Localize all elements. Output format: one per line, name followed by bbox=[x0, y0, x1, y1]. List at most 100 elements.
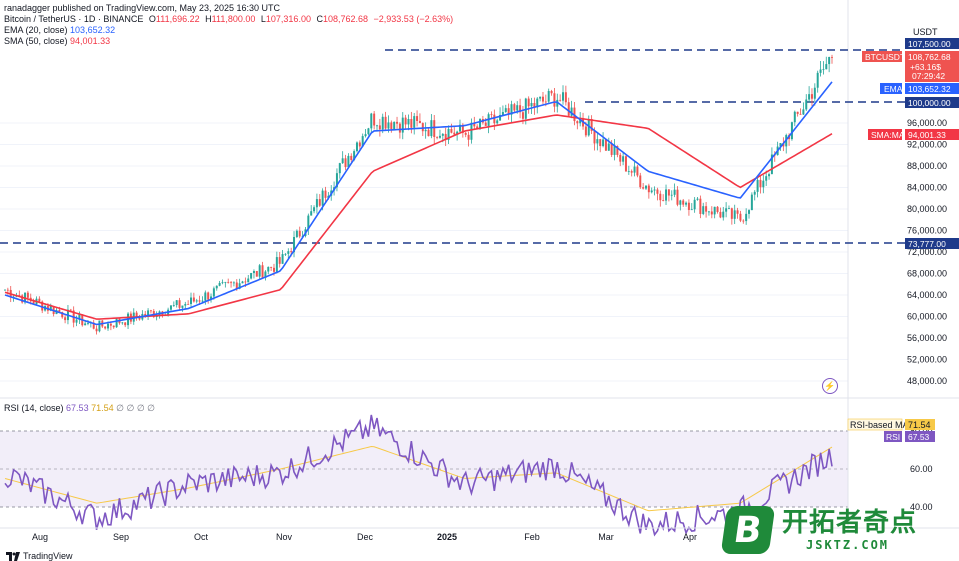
candle-body bbox=[84, 323, 87, 326]
level-73k-tag[interactable]: 73,777.00 bbox=[905, 238, 959, 249]
price-tick-label: 80,000.00 bbox=[907, 204, 947, 214]
candle-body bbox=[147, 310, 150, 316]
candle-body bbox=[647, 185, 650, 193]
candle-body bbox=[750, 194, 753, 211]
candle-body bbox=[727, 208, 730, 210]
candle-body bbox=[21, 295, 24, 303]
ema-price-tag[interactable]: EMA 103,652.32 bbox=[880, 83, 959, 94]
candle-body bbox=[69, 309, 72, 311]
candle-body bbox=[584, 126, 587, 136]
candle-body bbox=[378, 125, 381, 130]
candle-body bbox=[190, 297, 193, 305]
ohlc-line: Bitcoin / TetherUS · 1D · BINANCE O111,6… bbox=[4, 14, 453, 25]
candle-body bbox=[436, 136, 439, 138]
candle-body bbox=[756, 179, 759, 192]
price-tick-label: 92,000.00 bbox=[907, 140, 947, 150]
candle-body bbox=[513, 104, 516, 111]
candle-body bbox=[579, 119, 582, 124]
candle-body bbox=[461, 124, 464, 133]
candle-body bbox=[381, 116, 384, 130]
candle-body bbox=[384, 116, 387, 129]
candle-body bbox=[547, 90, 550, 102]
lightning-icon[interactable]: ⚡ bbox=[822, 378, 838, 394]
site-watermark: B 开拓者奇点 JSKTZ.COM bbox=[720, 502, 956, 558]
currency-label[interactable]: USDT bbox=[913, 27, 938, 37]
sma-price-tag[interactable]: SMA:MA 94,001.33 bbox=[868, 129, 959, 140]
rsi-tick-label: 60.00 bbox=[910, 464, 933, 474]
rsi-legend[interactable]: RSI (14, close) 67.53 71.54 ∅ ∅ ∅ ∅ bbox=[4, 403, 155, 414]
candle-body bbox=[562, 92, 565, 101]
candle-body bbox=[144, 313, 147, 316]
candle-body bbox=[536, 98, 539, 108]
candle-body bbox=[501, 112, 504, 115]
symbol-name[interactable]: Bitcoin / TetherUS · 1D · BINANCE bbox=[4, 14, 144, 24]
candle-body bbox=[685, 202, 688, 205]
candle-body bbox=[210, 296, 213, 300]
change-value: −2,933.53 (−2.63%) bbox=[373, 14, 454, 24]
candle-body bbox=[470, 122, 473, 140]
candle-body bbox=[828, 56, 831, 65]
candle-body bbox=[318, 199, 321, 206]
ema-legend[interactable]: EMA (20, close) 103,652.32 bbox=[4, 25, 453, 36]
candle-body bbox=[713, 206, 716, 215]
candle-body bbox=[516, 105, 519, 111]
candle-body bbox=[473, 122, 476, 127]
price-tick-label: 56,000.00 bbox=[907, 333, 947, 343]
top-level-tag[interactable]: 107,500.00 bbox=[905, 38, 959, 49]
candle-body bbox=[533, 103, 536, 108]
candle-body bbox=[467, 134, 470, 140]
candle-body bbox=[347, 155, 350, 168]
candle-body bbox=[450, 128, 453, 133]
last-price-tag[interactable]: BTCUSDT 108,762.68 +63.16$ 07:29:42 bbox=[862, 51, 959, 82]
candle-body bbox=[627, 171, 630, 172]
candle-body bbox=[396, 121, 399, 124]
candle-body bbox=[124, 322, 127, 326]
candle-body bbox=[699, 198, 702, 214]
candle-body bbox=[702, 206, 705, 214]
candle-body bbox=[793, 111, 796, 123]
candle-body bbox=[38, 298, 41, 302]
last-price-symbol: BTCUSDT bbox=[865, 52, 905, 62]
candle-body bbox=[121, 322, 124, 324]
open-value: 111,696.22 bbox=[155, 14, 200, 24]
ema-20-line[interactable] bbox=[4, 81, 833, 326]
level-100k-tag[interactable]: 100,000.00 bbox=[905, 97, 959, 108]
time-tick-label: Oct bbox=[194, 532, 209, 542]
candle-body bbox=[407, 119, 410, 125]
candle-body bbox=[765, 176, 768, 181]
candle-body bbox=[521, 112, 524, 119]
candle-body bbox=[670, 194, 673, 196]
candle-body bbox=[616, 146, 619, 155]
candle-body bbox=[78, 314, 81, 320]
rsi-value-tag[interactable]: RSI 67.53 bbox=[884, 431, 935, 442]
candle-body bbox=[109, 323, 112, 326]
candle-body bbox=[604, 139, 607, 151]
tradingview-footer[interactable]: TradingView bbox=[6, 551, 73, 561]
candle-body bbox=[335, 173, 338, 188]
candle-body bbox=[370, 113, 373, 129]
candle-body bbox=[624, 156, 627, 172]
tradingview-logo-icon bbox=[6, 551, 20, 561]
price-axis[interactable]: 48,000.00 52,000.00 56,000.00 60,000.00 64,0… bbox=[907, 118, 947, 386]
rsi-line[interactable] bbox=[4, 414, 833, 537]
candle-body bbox=[556, 99, 559, 107]
candle-body bbox=[41, 301, 44, 311]
sma-50-line[interactable] bbox=[4, 114, 833, 320]
candle-body bbox=[138, 317, 141, 320]
candle-body bbox=[135, 312, 138, 318]
rsi-ma-tag[interactable]: RSI-based MA 71.54 bbox=[847, 418, 935, 431]
candle-body bbox=[768, 174, 771, 177]
candle-body bbox=[281, 254, 284, 264]
ema-tag-value: 103,652.32 bbox=[908, 84, 951, 94]
candle-body bbox=[687, 202, 690, 210]
candle-body bbox=[676, 189, 679, 205]
candle-body bbox=[401, 117, 404, 133]
candle-body bbox=[404, 117, 407, 125]
ema-legend-value: 103,652.32 bbox=[70, 25, 116, 35]
candle-body bbox=[665, 189, 668, 201]
price-tick-label: 88,000.00 bbox=[907, 161, 947, 171]
sma-legend[interactable]: SMA (50, close) 94,001.33 bbox=[4, 36, 453, 47]
time-axis[interactable]: Aug Sep Oct Nov Dec 2025 Feb Mar Apr bbox=[32, 532, 697, 542]
candle-body bbox=[261, 265, 264, 278]
